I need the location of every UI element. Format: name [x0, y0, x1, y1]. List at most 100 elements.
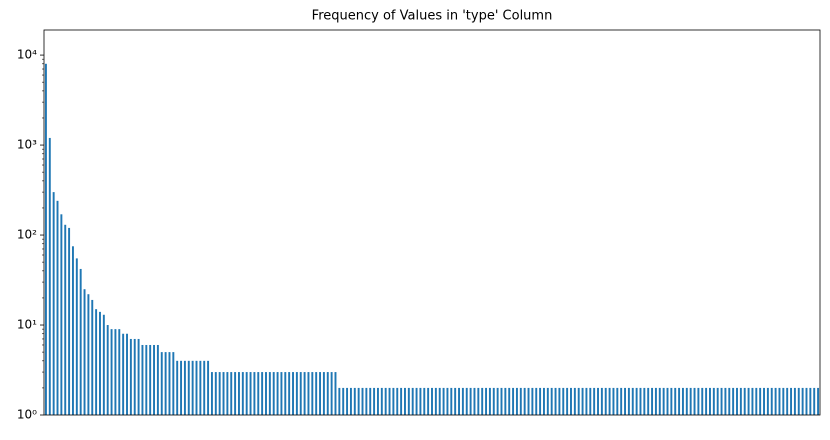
bar [334, 372, 337, 415]
plot-frame [43, 29, 821, 416]
bar [118, 329, 121, 415]
bar [797, 387, 800, 415]
bar [442, 387, 445, 415]
bar [616, 387, 619, 415]
bar [558, 387, 561, 415]
bar [400, 387, 403, 415]
bar [681, 387, 684, 415]
bar [431, 387, 433, 415]
bar [720, 387, 723, 415]
bar [793, 387, 796, 415]
bar [214, 372, 217, 415]
bar [542, 387, 545, 415]
bar [311, 372, 314, 415]
bar [99, 311, 101, 415]
bar [612, 387, 615, 415]
bar [427, 387, 430, 415]
bar [110, 329, 113, 415]
bar [230, 372, 233, 415]
bar [647, 387, 650, 415]
bar [570, 387, 572, 415]
bar [465, 387, 468, 415]
bar [643, 387, 646, 415]
bar [689, 387, 692, 415]
bar [149, 344, 152, 415]
bar [554, 387, 557, 415]
bar [770, 387, 773, 415]
bar [550, 387, 553, 415]
bar [257, 372, 260, 415]
bar [450, 387, 453, 415]
bar [404, 387, 406, 415]
bar [751, 387, 754, 415]
bar [153, 344, 155, 415]
y-tick-label: 10² [17, 228, 37, 242]
bar [79, 268, 82, 415]
bar [415, 387, 418, 415]
bar [338, 387, 341, 415]
bar [210, 372, 213, 415]
bar [512, 387, 515, 415]
bar [527, 387, 530, 415]
bar [265, 372, 267, 415]
bar [651, 387, 654, 415]
bar [701, 387, 704, 415]
y-tick-label: 10¹ [17, 318, 37, 332]
bar [697, 387, 700, 415]
bar [481, 387, 484, 415]
bar [728, 387, 731, 415]
bar [249, 372, 252, 415]
bar [774, 387, 777, 415]
bar [631, 387, 634, 415]
bar [778, 387, 781, 415]
bar [662, 387, 665, 415]
bar [303, 372, 306, 415]
bar [122, 333, 125, 415]
bar [469, 387, 472, 415]
bar [71, 246, 74, 415]
bar [600, 387, 603, 415]
bar [477, 387, 480, 415]
bar [488, 387, 491, 415]
bar [199, 360, 202, 415]
bar [593, 387, 596, 415]
bar [747, 387, 750, 415]
bar [203, 360, 206, 415]
bar [114, 329, 117, 415]
bar [535, 387, 538, 415]
bar [817, 387, 820, 415]
bar [755, 387, 758, 415]
bar [801, 387, 804, 415]
bar [732, 387, 735, 415]
bar [577, 387, 580, 415]
bar [523, 387, 526, 415]
bar [492, 387, 495, 415]
bar [411, 387, 414, 415]
bar [307, 372, 310, 415]
bar [284, 372, 287, 415]
bar [126, 333, 128, 415]
bar [566, 387, 569, 415]
bar [790, 387, 793, 415]
bar [299, 372, 302, 415]
bar [95, 309, 98, 415]
bar [809, 387, 812, 415]
bar [461, 387, 464, 415]
bar [678, 387, 681, 415]
bar [164, 352, 167, 415]
bar [589, 387, 592, 415]
bar [519, 387, 522, 415]
bar [635, 387, 638, 415]
bar [473, 387, 476, 415]
bar [658, 387, 661, 415]
bar [581, 387, 584, 415]
bar [241, 372, 244, 415]
bar [763, 387, 765, 415]
bar [573, 387, 576, 415]
bar [68, 227, 71, 415]
bar [156, 344, 159, 415]
bar [330, 372, 333, 415]
bar [280, 372, 283, 415]
bar [315, 372, 318, 415]
bar [44, 63, 47, 416]
